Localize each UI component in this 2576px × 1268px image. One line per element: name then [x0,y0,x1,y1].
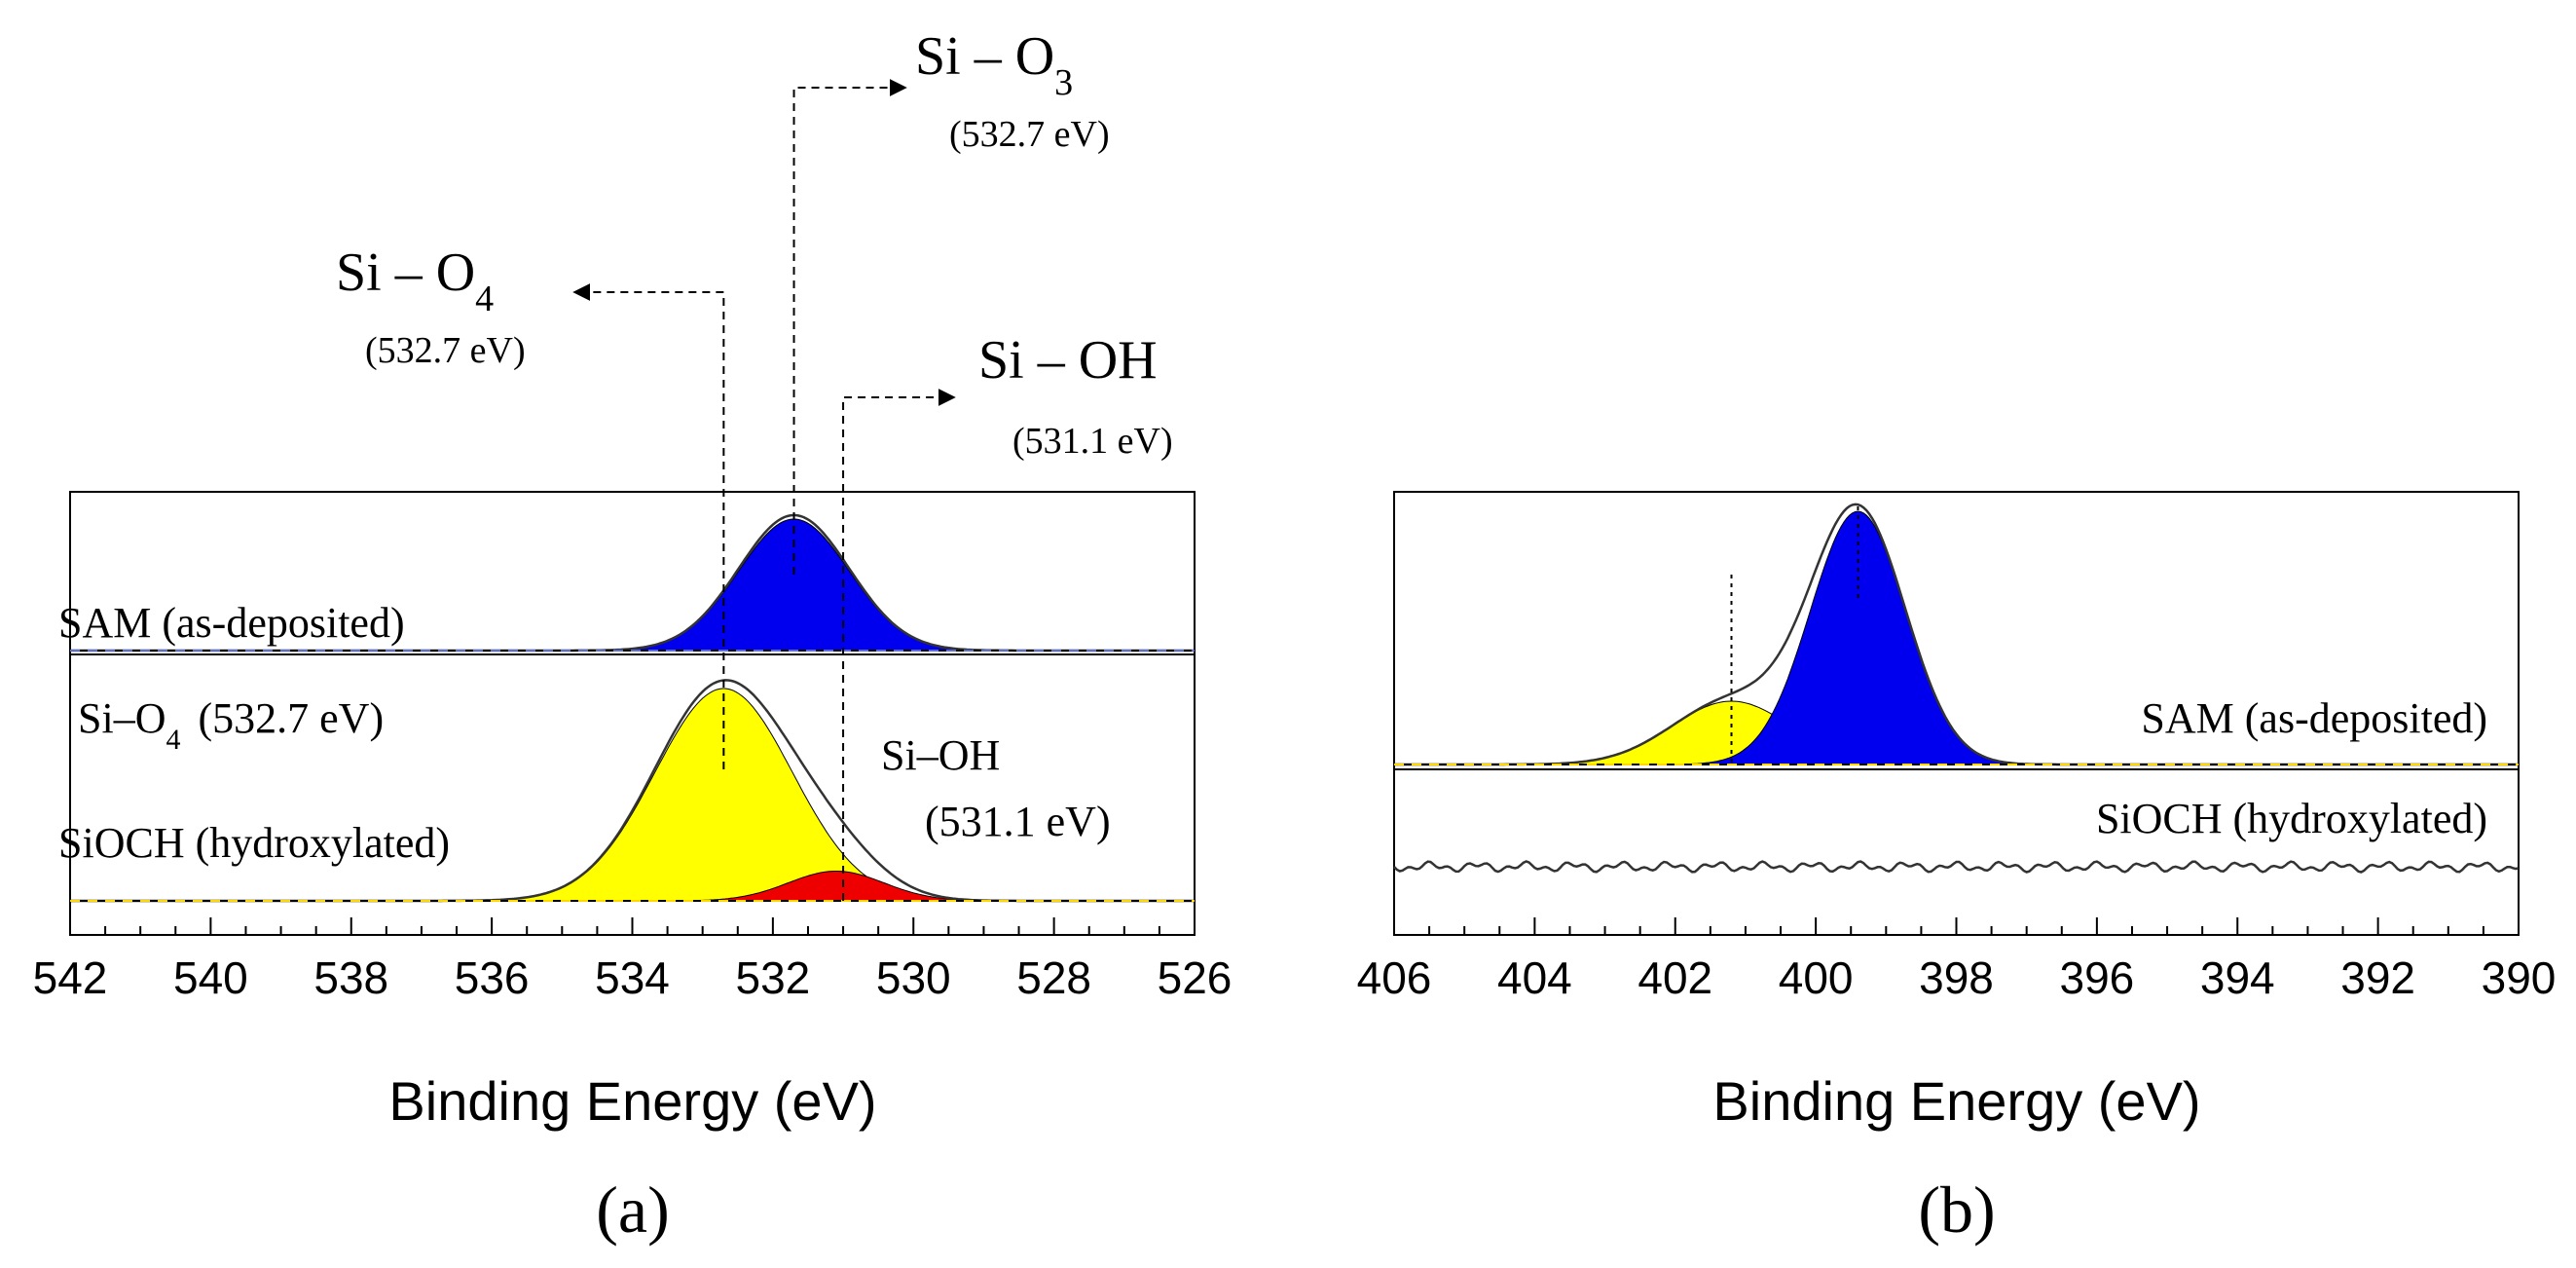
x-tick-label: 396 [2060,952,2135,1003]
a-x-axis-title: Binding Energy (eV) [388,1070,876,1132]
x-tick-label: 398 [1919,952,1994,1003]
x-tick-label: 534 [595,952,670,1003]
x-tick-label: 540 [173,952,248,1003]
x-tick-label: 528 [1016,952,1091,1003]
panel-a: 542 540 538 536 534 532 530 528 526 Si – O4 (532.… [33,26,1233,1247]
x-tick-label: 392 [2340,952,2415,1003]
b-panel-label: (b) [1918,1173,1995,1247]
annotation-sioh-energy: (531.1 eV) [1012,421,1173,462]
a-peak-label-sioh-energy: (531.1 eV) [925,798,1111,845]
envelope-line [1393,860,2520,874]
x-tick-label: 390 [2482,952,2557,1003]
a-panel-label: (a) [596,1173,669,1247]
x-tick-label: 542 [33,952,108,1003]
a-trace-label-sam: SAM (as-deposited) [58,599,405,647]
x-tick-label: 538 [313,952,388,1003]
x-tick-label: 400 [1779,952,1854,1003]
annotation-sioh: Si – OH [978,330,1158,391]
x-tick-label: 406 [1357,952,1432,1003]
leader-sioh [842,389,956,901]
annotation-sio3: Si – O3 [915,26,1073,103]
annotation-sio3-energy: (532.7 eV) [949,114,1110,155]
annotation-sio4-energy: (532.7 eV) [365,330,526,371]
x-tick-label: 402 [1638,952,1712,1003]
panel-b: 406 404 402 400 398 396 394 392 390 SAM (as-depo… [1357,491,2557,1247]
a-peak-label-sioh: Si–OH [881,731,1000,779]
b-trace-label-sioch: SiOCH (hydroxylated) [2096,795,2487,842]
x-tick-label: 536 [455,952,530,1003]
x-tick-label: 532 [736,952,811,1003]
a-trace-label-sioch: SiOCH (hydroxylated) [58,819,450,867]
x-tick-label: 526 [1158,952,1233,1003]
leader-sio3 [792,79,907,575]
x-tick-label: 404 [1497,952,1572,1003]
x-tick-label: 530 [876,952,951,1003]
a-peak-label-sio4: Si–O4 (532.7 eV) [78,694,384,756]
annotation-sio4: Si – O4 [336,242,494,319]
x-tick-label: 394 [2200,952,2275,1003]
b-trace-label-sam: SAM (as-deposited) [2141,694,2487,742]
b-x-axis-title: Binding Energy (eV) [1712,1070,2200,1132]
leader-sio4 [572,283,725,769]
